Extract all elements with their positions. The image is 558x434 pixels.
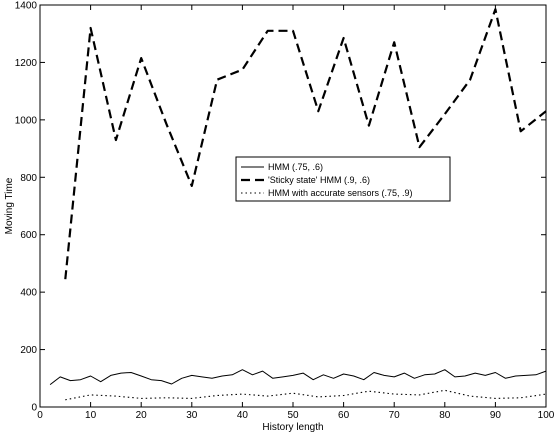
x-tick-label: 0 bbox=[37, 410, 43, 421]
x-tick-label: 90 bbox=[490, 410, 502, 421]
y-tick-label: 1200 bbox=[15, 58, 38, 69]
y-tick-label: 200 bbox=[20, 345, 37, 356]
x-tick-label: 40 bbox=[237, 410, 249, 421]
x-tick-label: 80 bbox=[439, 410, 451, 421]
series-layer bbox=[49, 8, 547, 401]
series-hmm-line bbox=[49, 369, 547, 385]
legend-item-hmm: HMM (.75, .6) bbox=[268, 162, 323, 172]
y-tick-label: 400 bbox=[20, 288, 37, 299]
x-tick-label: 30 bbox=[186, 410, 198, 421]
plot-frame bbox=[39, 4, 547, 408]
y-axis-label: Moving Time bbox=[4, 177, 15, 234]
series-sticky-state-line bbox=[64, 8, 547, 280]
x-axis-label: History length bbox=[262, 422, 323, 433]
x-tick-label: 10 bbox=[85, 410, 97, 421]
x-tick-label: 70 bbox=[389, 410, 401, 421]
legend: HMM (.75, .6) 'Sticky state' HMM (.9, .6)… bbox=[235, 156, 451, 202]
legend-item-accurate-sensors: HMM with accurate sensors (.75, .9) bbox=[268, 188, 413, 198]
x-tick-label: 60 bbox=[338, 410, 350, 421]
y-tick-label: 0 bbox=[31, 403, 37, 414]
legend-item-sticky-state: 'Sticky state' HMM (.9, .6) bbox=[268, 175, 370, 185]
y-tick-label: 1000 bbox=[15, 115, 38, 126]
y-tick-label: 800 bbox=[20, 173, 37, 184]
x-tick-label: 50 bbox=[287, 410, 299, 421]
y-tick-label: 1400 bbox=[15, 1, 38, 12]
x-tick-label: 20 bbox=[136, 410, 148, 421]
x-tick-label: 100 bbox=[538, 410, 555, 421]
y-axis-ticks: 0 200 400 600 800 1000 1200 1400 bbox=[15, 1, 546, 414]
x-axis-ticks: 0 10 20 30 40 50 60 70 80 90 100 bbox=[37, 5, 555, 421]
y-tick-label: 600 bbox=[20, 230, 37, 241]
legend-box bbox=[235, 156, 451, 202]
series-accurate-sensors-line bbox=[65, 389, 547, 401]
